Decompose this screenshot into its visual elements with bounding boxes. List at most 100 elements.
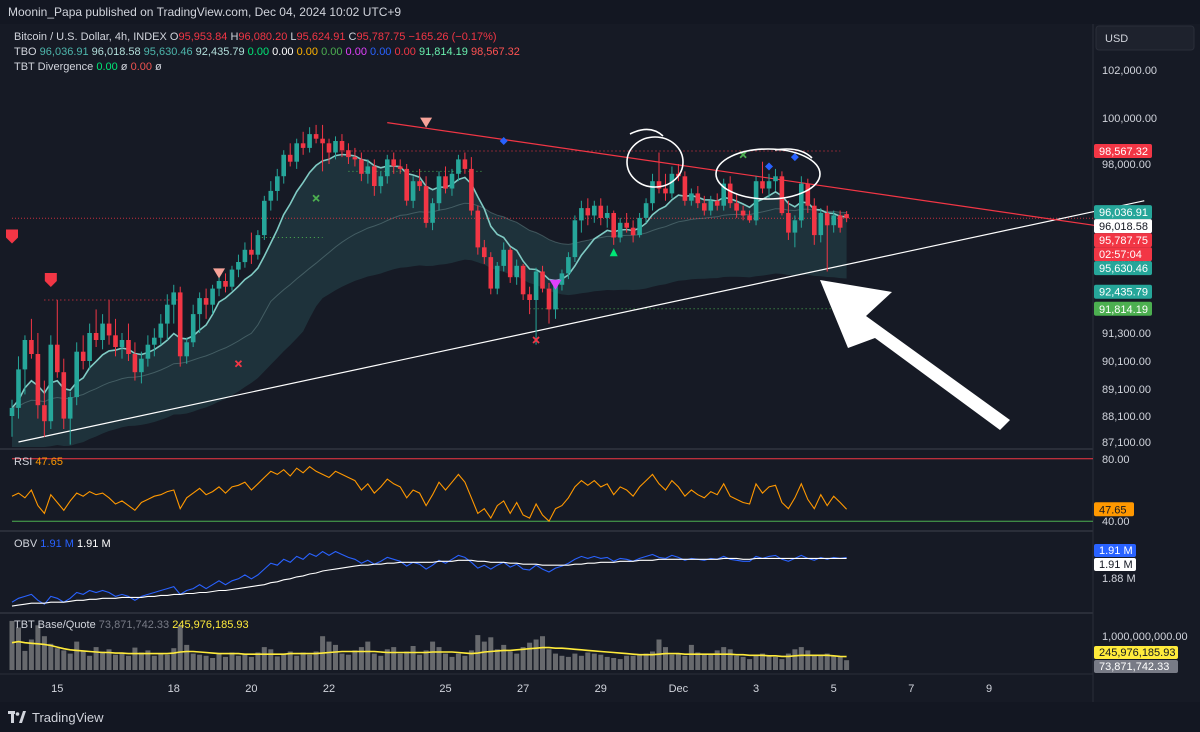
legend-divergence-value: 0.00 xyxy=(96,61,120,73)
volume-bar xyxy=(203,655,209,670)
volume-bar xyxy=(100,651,106,670)
volume-bar xyxy=(210,658,216,670)
trendlines[interactable] xyxy=(18,122,1145,443)
rsi-value-tag-label: 47.65 xyxy=(1099,504,1127,516)
candle xyxy=(113,318,118,357)
legend-divergence-value: ø xyxy=(121,61,131,73)
candle xyxy=(410,176,416,209)
legend-tbo-value: 0.00 xyxy=(394,46,418,58)
price-axis[interactable]: 102,000.00100,000.0098,000.0094,000.0091… xyxy=(1094,65,1157,449)
legend-tbo-value: 98,567.32 xyxy=(471,46,520,58)
candle xyxy=(35,333,41,419)
candle xyxy=(313,124,319,144)
candle xyxy=(67,391,73,445)
candle xyxy=(630,220,636,243)
price-tick-label: 87,100.00 xyxy=(1102,437,1151,449)
candle xyxy=(139,351,144,384)
tradingview-logo[interactable]: TradingView xyxy=(8,710,104,725)
legend-tbo-name: TBO xyxy=(14,46,40,58)
legend-tbo-value: 91,814.19 xyxy=(419,46,471,58)
candle xyxy=(74,342,79,406)
volume-bar xyxy=(22,650,28,670)
volume-bar xyxy=(378,655,384,670)
signal-cross xyxy=(312,194,320,202)
obv-pane: OBV 1.91 M 1.91 M1.91 M1.91 M1.88 M xyxy=(11,538,1136,607)
signal-triangle-down xyxy=(420,117,433,128)
candle xyxy=(786,200,791,240)
volume-bar xyxy=(74,641,80,670)
volume-bar xyxy=(300,652,306,670)
legend: Bitcoin / U.S. Dollar, 4h, INDEX O95,953… xyxy=(14,31,520,73)
time-tick-label: 9 xyxy=(986,683,992,695)
legend-ohlc-value: 95,787.75 xyxy=(356,31,408,43)
candle xyxy=(540,265,545,293)
time-tick-label: 3 xyxy=(753,683,759,695)
candle xyxy=(268,181,274,211)
volume-bar xyxy=(527,642,533,670)
candle xyxy=(307,127,312,153)
volume-bar xyxy=(294,655,300,670)
volume-bar xyxy=(617,659,623,670)
volume-bar xyxy=(287,651,293,670)
candle xyxy=(727,176,733,209)
candle xyxy=(42,380,47,437)
volume-bar xyxy=(229,652,235,670)
volume-bar xyxy=(604,656,610,670)
volume-bar xyxy=(449,656,455,670)
time-tick-label: Dec xyxy=(669,683,689,695)
candle xyxy=(617,217,623,243)
currency-button[interactable]: USD xyxy=(1095,25,1195,51)
candle xyxy=(436,171,442,211)
volume-bar xyxy=(106,649,112,670)
legend-ohlc-value: 95,624.91 xyxy=(297,31,349,43)
price-tick-label: 88,100.00 xyxy=(1102,411,1151,423)
candle xyxy=(417,168,422,191)
legend-tbo-value: 0.00 xyxy=(297,46,321,58)
signal-diamond xyxy=(790,153,799,162)
price-tag: 95,787.75 xyxy=(1094,233,1152,248)
arrow-icon xyxy=(820,280,1010,430)
rsi-tick-label: 80.00 xyxy=(1102,454,1130,466)
candles xyxy=(9,124,849,445)
obv-title: OBV xyxy=(14,538,40,550)
candle xyxy=(708,195,714,216)
candle xyxy=(281,150,286,184)
footer-bar: TradingView xyxy=(0,702,1200,732)
candle xyxy=(365,159,371,184)
volume-bar xyxy=(578,655,584,670)
candle xyxy=(824,205,830,272)
volume-bar xyxy=(313,651,319,670)
candle xyxy=(223,273,228,293)
legend-tbo-value: 96,036.91 xyxy=(40,46,92,58)
candle xyxy=(61,358,67,429)
trendline[interactable] xyxy=(18,200,1145,443)
volume-bar xyxy=(688,644,694,670)
candle xyxy=(740,205,746,221)
legend-divergence-name: TBT Divergence xyxy=(14,61,96,73)
rsi-title: RSI xyxy=(14,456,35,468)
volume-bar xyxy=(844,660,850,670)
price-tick-label: 102,000.00 xyxy=(1102,65,1157,77)
legend-tbo-value: 0.00 xyxy=(272,46,296,58)
candle xyxy=(339,134,345,158)
obv-tick-label: 1.88 M xyxy=(1102,573,1136,585)
volume-bar xyxy=(779,659,785,670)
candle xyxy=(262,195,267,240)
trendline[interactable] xyxy=(387,122,1145,234)
candle xyxy=(385,154,390,184)
volume-bar xyxy=(494,649,500,670)
time-axis[interactable]: 15 18 20 22 25 27 29 Dec 3 5 7 9 xyxy=(51,683,992,695)
volume-bar xyxy=(404,651,410,670)
volume-legend: TBT Base/Quote 73,871,742.33 245,976,185… xyxy=(14,619,249,631)
volume-bar xyxy=(61,650,67,670)
volume-bar xyxy=(507,651,513,670)
candle xyxy=(294,138,299,169)
candle xyxy=(100,314,105,350)
candle xyxy=(177,286,183,367)
volume-bar xyxy=(261,647,267,670)
volume-bar xyxy=(28,639,34,670)
candle xyxy=(714,193,720,211)
volume-bar xyxy=(268,649,274,670)
